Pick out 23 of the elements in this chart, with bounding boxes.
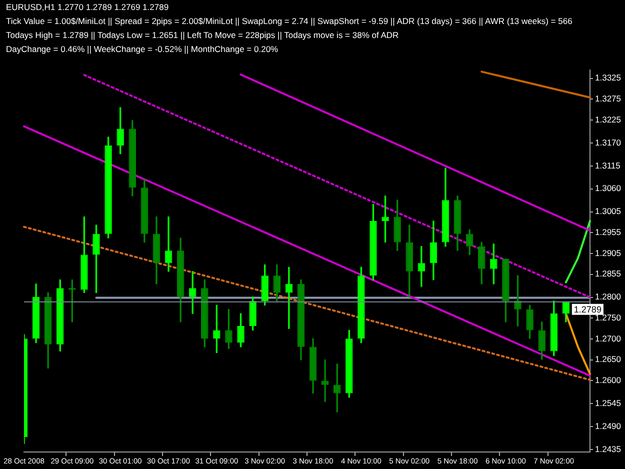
y-tick-label: 1.2700 bbox=[595, 333, 622, 344]
y-tick-label: 1.2490 bbox=[595, 420, 622, 431]
text: Tick Value = 1.00$/MiniLot || Spread = 2pips = 2.00$/MiniLot || SwapLong = 2.74 || SwapShort = -9.59 || ADR (13 days) = 366 || AWR (13 weeks) = 566 bbox=[6, 16, 574, 26]
y-tick-label: 1.2905 bbox=[595, 248, 622, 258]
y-tick-label: 1.3325 bbox=[595, 72, 622, 83]
y-tick-label: 1.2800 bbox=[595, 292, 622, 302]
text: Todays High = 1.2789 || Todays Low = 1.2651 || Left To Move = 228pips || Todays move is = 38% of ADR bbox=[6, 30, 400, 40]
y-tick-label: 1.3225 bbox=[595, 114, 622, 124]
ref-line-label: 1.2789 bbox=[574, 304, 602, 314]
y-tick-label: 1.2600 bbox=[595, 375, 622, 386]
y-tick-label: 1.2750 bbox=[595, 312, 622, 322]
y-tick-label: 1.3275 bbox=[595, 94, 622, 104]
y-tick-label: 1.2855 bbox=[595, 268, 622, 279]
y-tick-label: 1.2650 bbox=[595, 354, 622, 364]
y-tick-label: 1.2545 bbox=[595, 398, 622, 408]
y-tick-label: 1.3115 bbox=[595, 160, 621, 170]
y-tick-label: 1.2435 bbox=[595, 444, 622, 454]
y-tick-label: 1.3170 bbox=[595, 137, 622, 148]
y-tick-label: 1.3005 bbox=[595, 206, 622, 216]
y-tick-label: 1.2955 bbox=[595, 226, 622, 237]
y-tick-label: 1.3060 bbox=[595, 183, 622, 194]
text: DayChange = 0.46% || WeekChange = -0.52% || MonthChange = 0.20% bbox=[6, 44, 280, 54]
chart-title: EURUSD,H1 1.2770 1.2789 1.2769 1.2789 bbox=[6, 2, 170, 12]
